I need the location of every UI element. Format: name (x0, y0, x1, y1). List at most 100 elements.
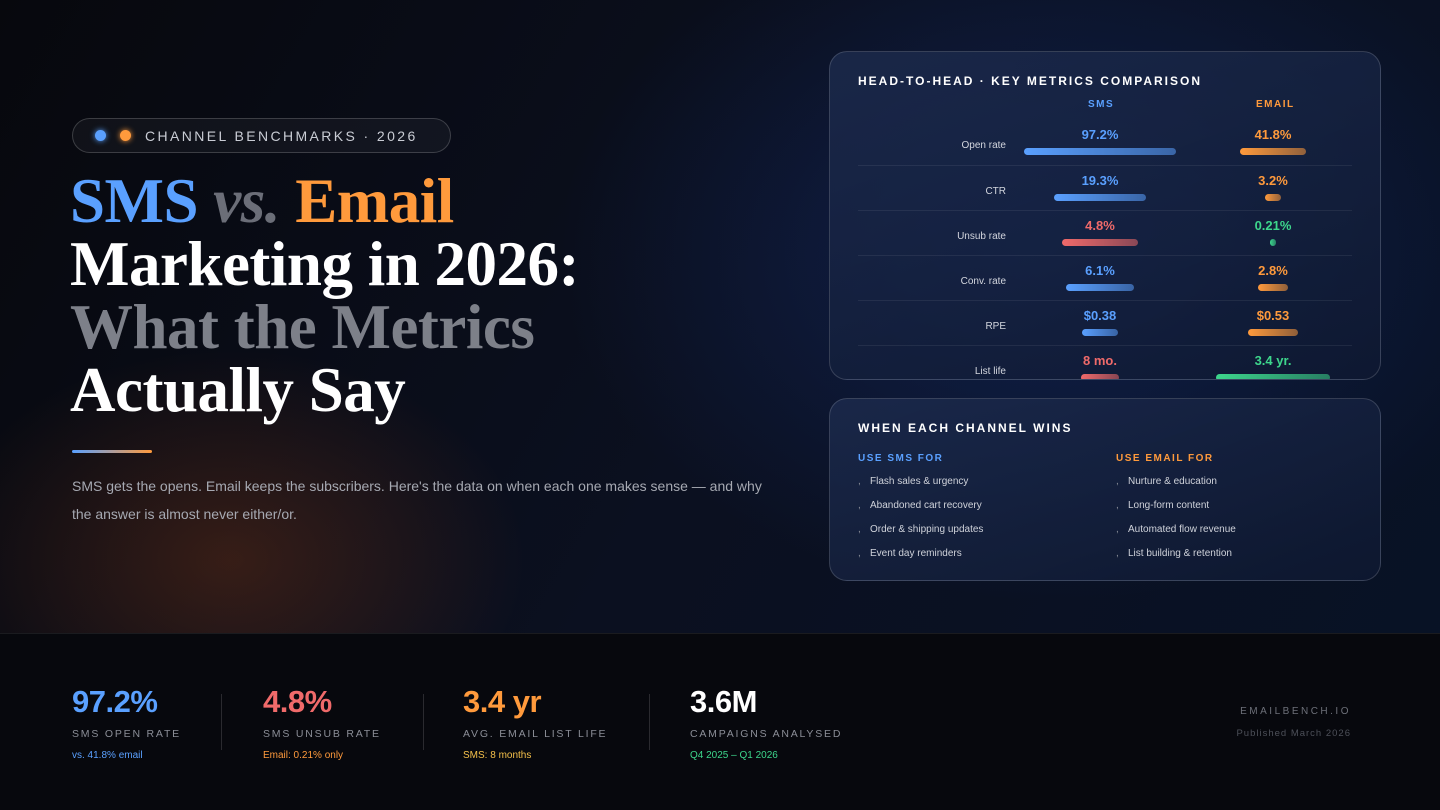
comparison-row: Conv. rate 6.1% 2.8% (858, 255, 1352, 300)
email-bar (1265, 194, 1281, 201)
email-win-item: , Automated flow revenue (1116, 524, 1374, 548)
sms-bar (1061, 239, 1139, 246)
stat-block: 97.2% SMS OPEN RATE vs. 41.8% email (72, 684, 181, 761)
blue-dot-icon (95, 130, 106, 141)
sms-bar (1081, 329, 1119, 336)
stat-block: 4.8% SMS UNSUB RATE Email: 0.21% only (263, 684, 381, 761)
sms-value: 4.8% (1085, 218, 1115, 233)
win-item-text: Abandoned cart recovery (870, 500, 982, 511)
sms-wins-column: USE SMS FOR , Flash sales & urgency, Aband… (858, 453, 1116, 572)
bullet-icon: , (858, 500, 861, 511)
metric-label: CTR (985, 186, 1006, 197)
metric-label: RPE (985, 321, 1006, 332)
email-win-item: , Long-form content (1116, 500, 1374, 524)
title-line-4: Actually Say (70, 355, 406, 425)
email-wins-column: USE EMAIL FOR , Nurture & education, Long-… (1116, 453, 1374, 572)
sms-win-item: , Order & shipping updates (858, 524, 1116, 548)
win-item-text: Nurture & education (1128, 476, 1217, 487)
stat-subtext: Q4 2025 – Q1 2026 (690, 750, 778, 761)
email-value: 2.8% (1258, 263, 1288, 278)
email-bar (1257, 284, 1289, 291)
win-item-text: Order & shipping updates (870, 524, 984, 535)
email-value: 0.21% (1254, 218, 1292, 233)
stat-subtext: Email: 0.21% only (263, 750, 344, 761)
wins-title: WHEN EACH CHANNEL WINS (858, 421, 1073, 435)
stat-label: AVG. EMAIL LIST LIFE (463, 728, 608, 740)
email-value: $0.53 (1256, 308, 1290, 323)
stat-value: 4.8% (263, 684, 332, 719)
win-item-text: Long-form content (1128, 500, 1210, 511)
sms-value: 97.2% (1081, 127, 1119, 142)
bullet-icon: , (1116, 500, 1119, 511)
sms-bar (1053, 194, 1147, 201)
orange-dot-icon (120, 130, 131, 141)
metric-label: List life (974, 366, 1006, 377)
email-wins-heading: USE EMAIL FOR (1116, 453, 1214, 464)
sms-win-item: , Abandoned cart recovery (858, 500, 1116, 524)
comparison-title: HEAD-TO-HEAD · KEY METRICS COMPARISON (858, 74, 1203, 88)
email-bar (1240, 148, 1306, 155)
stat-value: 3.4 yr (463, 684, 542, 719)
metric-label: Open rate (961, 140, 1006, 151)
published-date: Published March 2026 (1236, 728, 1351, 739)
sms-bar (1065, 284, 1135, 291)
stat-divider (649, 694, 650, 750)
sms-bar (1080, 374, 1120, 379)
email-bar (1216, 374, 1330, 379)
comparison-row: List life 8 mo. 3.4 yr. (858, 345, 1352, 379)
channel-wins-card: WHEN EACH CHANNEL WINS USE SMS FOR , Flas… (829, 398, 1381, 581)
sms-bar (1024, 148, 1176, 155)
channel-benchmarks-badge: CHANNEL BENCHMARKS · 2026 (72, 118, 451, 153)
badge-text: CHANNEL BENCHMARKS · 2026 (145, 127, 418, 144)
accent-divider (72, 450, 152, 453)
email-value: 3.4 yr. (1254, 353, 1292, 368)
email-bar (1269, 239, 1277, 246)
sms-win-item: , Event day reminders (858, 548, 1116, 572)
title-sms: SMS (70, 166, 199, 236)
stat-subtext: SMS: 8 months (463, 750, 532, 761)
sms-value: 19.3% (1081, 173, 1119, 188)
metric-label: Conv. rate (960, 276, 1006, 287)
col-sms-header: SMS (1088, 99, 1115, 110)
email-win-item: , Nurture & education (1116, 476, 1374, 500)
win-item-text: List building & retention (1128, 548, 1232, 559)
title-line-2: Marketing in 2026: (70, 229, 579, 299)
win-item-text: Flash sales & urgency (870, 476, 969, 487)
win-item-text: Automated flow revenue (1128, 524, 1236, 535)
title-vs: vs. (213, 166, 281, 236)
comparison-row: RPE $0.38 $0.53 (858, 300, 1352, 345)
email-bar (1248, 329, 1298, 336)
sms-value: $0.38 (1083, 308, 1117, 323)
metric-label: Unsub rate (957, 231, 1006, 242)
stat-block: 3.6M CAMPAIGNS ANALYSED Q4 2025 – Q1 202… (690, 684, 842, 761)
title-email: Email (295, 166, 454, 236)
bullet-icon: , (858, 548, 861, 559)
sms-value: 8 mo. (1083, 353, 1117, 368)
bullet-icon: , (1116, 476, 1119, 487)
stat-divider (423, 694, 424, 750)
email-value: 41.8% (1254, 127, 1292, 142)
sms-value: 6.1% (1085, 263, 1115, 278)
bullet-icon: , (858, 524, 861, 535)
page-title: SMS vs. Email Marketing in 2026: What th… (70, 170, 579, 422)
comparison-card: HEAD-TO-HEAD · KEY METRICS COMPARISON SM… (829, 51, 1381, 380)
email-value: 3.2% (1258, 173, 1288, 188)
win-item-text: Event day reminders (870, 548, 962, 559)
stat-divider (221, 694, 222, 750)
stats-strip: 97.2% SMS OPEN RATE vs. 41.8% email 4.8% … (0, 633, 1440, 810)
stat-subtext: vs. 41.8% email (72, 750, 143, 761)
stat-label: SMS OPEN RATE (72, 728, 181, 740)
stat-value: 3.6M (690, 684, 757, 719)
col-email-header: EMAIL (1256, 99, 1295, 110)
brand-name: EMAILBENCH.IO (1240, 706, 1351, 717)
stat-block: 3.4 yr AVG. EMAIL LIST LIFE SMS: 8 month… (463, 684, 607, 761)
bullet-icon: , (858, 476, 861, 487)
comparison-row: CTR 19.3% 3.2% (858, 165, 1352, 210)
stat-label: CAMPAIGNS ANALYSED (690, 728, 843, 740)
email-win-item: , List building & retention (1116, 548, 1374, 572)
title-line-3: What the Metrics (70, 292, 535, 362)
stat-label: SMS UNSUB RATE (263, 728, 381, 740)
sms-wins-heading: USE SMS FOR (858, 453, 944, 464)
bullet-icon: , (1116, 548, 1119, 559)
lead-paragraph: SMS gets the opens. Email keeps the subs… (72, 478, 762, 522)
